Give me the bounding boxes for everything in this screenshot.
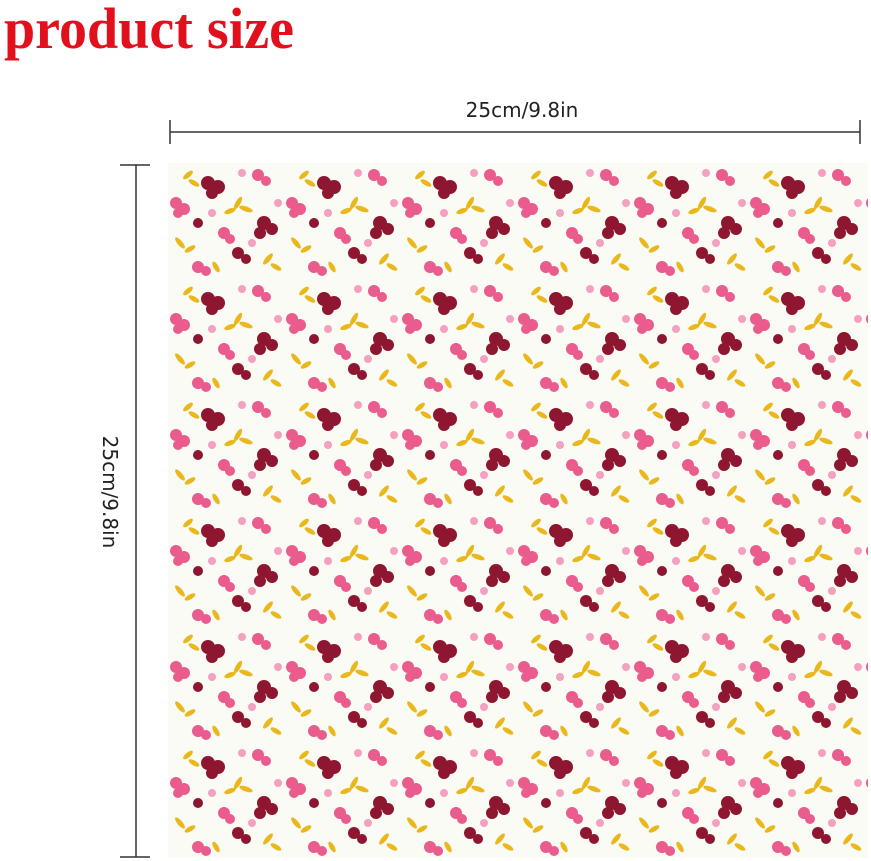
- width-label: 25cm/9.8in: [466, 98, 579, 122]
- height-label: 25cm/9.8in: [98, 436, 122, 549]
- fabric-swatch: [168, 163, 868, 858]
- title: product size: [4, 0, 294, 61]
